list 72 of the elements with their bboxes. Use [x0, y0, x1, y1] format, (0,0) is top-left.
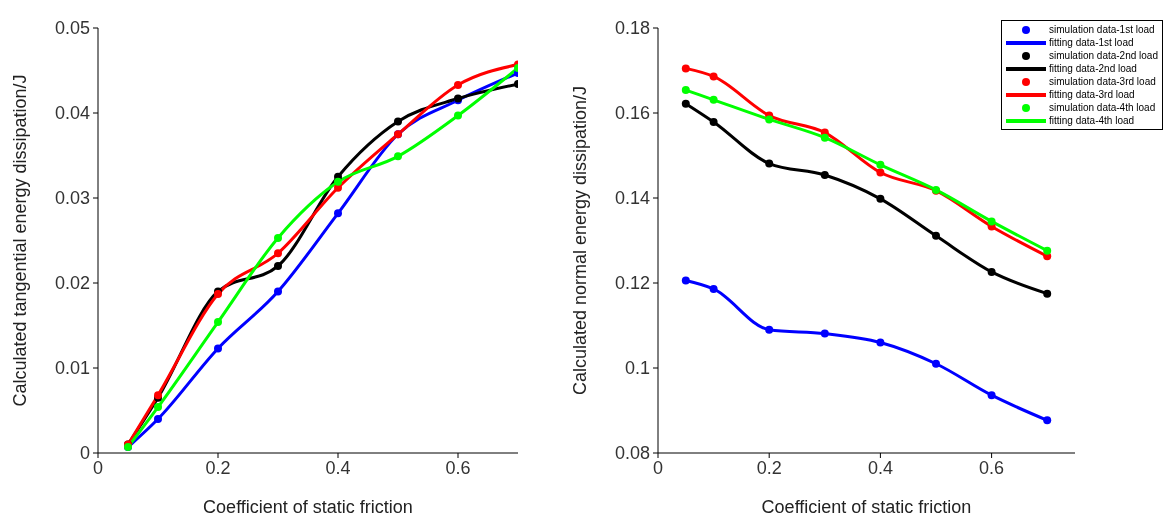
point: [820, 171, 829, 180]
point: [154, 403, 162, 412]
point: [765, 325, 774, 334]
point: [334, 177, 342, 186]
point: [681, 276, 690, 285]
y-tick-label: 0: [79, 443, 90, 464]
legend-label: fitting data-1st load: [1049, 36, 1134, 49]
y-tick-label: 0.01: [54, 358, 90, 379]
legend-label: fitting data-3rd load: [1049, 88, 1135, 101]
point: [214, 318, 222, 327]
point: [709, 284, 718, 293]
y-tick-label: 0.04: [54, 103, 90, 124]
point: [820, 133, 829, 142]
point: [681, 64, 690, 73]
point: [394, 152, 402, 161]
point: [876, 338, 885, 347]
x-axis-title: Coefficient of static friction: [761, 497, 972, 517]
x-tick-label: 0.2: [205, 457, 231, 478]
x-tick-label: 0: [652, 457, 664, 478]
point: [820, 329, 829, 338]
y-tick-label: 0.18: [614, 18, 650, 39]
y-tick-label: 0.08: [614, 443, 650, 464]
point: [1043, 416, 1052, 425]
point: [709, 117, 718, 126]
point: [274, 287, 282, 296]
x-tick-label: 0.6: [979, 457, 1005, 478]
point: [214, 344, 222, 353]
legend-label: fitting data-2nd load: [1049, 62, 1137, 75]
legend-label: simulation data-3rd load: [1049, 75, 1156, 88]
point: [709, 95, 718, 104]
y-axis-title: Calculated tangential energy dissipation/J: [10, 74, 31, 407]
point: [274, 249, 282, 258]
point: [987, 391, 996, 400]
x-tick-label: 0.4: [867, 457, 893, 478]
point: [274, 233, 282, 242]
point: [765, 115, 774, 124]
point: [681, 86, 690, 95]
point: [876, 194, 885, 203]
point: [876, 168, 885, 177]
point: [1043, 289, 1052, 298]
legend-label: simulation data-1st load: [1049, 23, 1155, 36]
y-tick-label: 0.03: [54, 188, 90, 209]
y-axis-title: Calculated normal energy dissipation/J: [570, 85, 591, 396]
point: [334, 209, 342, 218]
point: [454, 111, 462, 120]
point: [876, 160, 885, 169]
legend-label: simulation data-4th load: [1049, 101, 1156, 114]
y-tick-label: 0.05: [54, 18, 90, 39]
point: [394, 117, 402, 126]
point: [709, 72, 718, 81]
point: [681, 99, 690, 108]
y-tick-label: 0.14: [614, 188, 650, 209]
point: [932, 359, 940, 368]
x-tick-label: 0.6: [445, 457, 471, 478]
x-axis-title: Coefficient of static friction: [203, 497, 413, 517]
point: [765, 159, 774, 168]
point: [987, 267, 996, 276]
point: [932, 231, 940, 240]
x-tick-label: 0.4: [325, 457, 351, 478]
point: [1043, 246, 1052, 255]
legend-label: fitting data-4th load: [1049, 114, 1135, 127]
y-tick-label: 0.1: [624, 358, 650, 379]
point: [154, 415, 162, 423]
y-tick-label: 0.02: [54, 273, 90, 294]
y-tick-label: 0.16: [614, 103, 650, 124]
legend-label: simulation data-2nd load: [1049, 49, 1158, 62]
x-tick-label: 0.2: [756, 457, 782, 478]
y-tick-label: 0.12: [614, 273, 650, 294]
point: [454, 80, 462, 89]
x-tick-label: 0: [92, 457, 104, 478]
point: [987, 217, 996, 226]
point: [274, 262, 282, 270]
